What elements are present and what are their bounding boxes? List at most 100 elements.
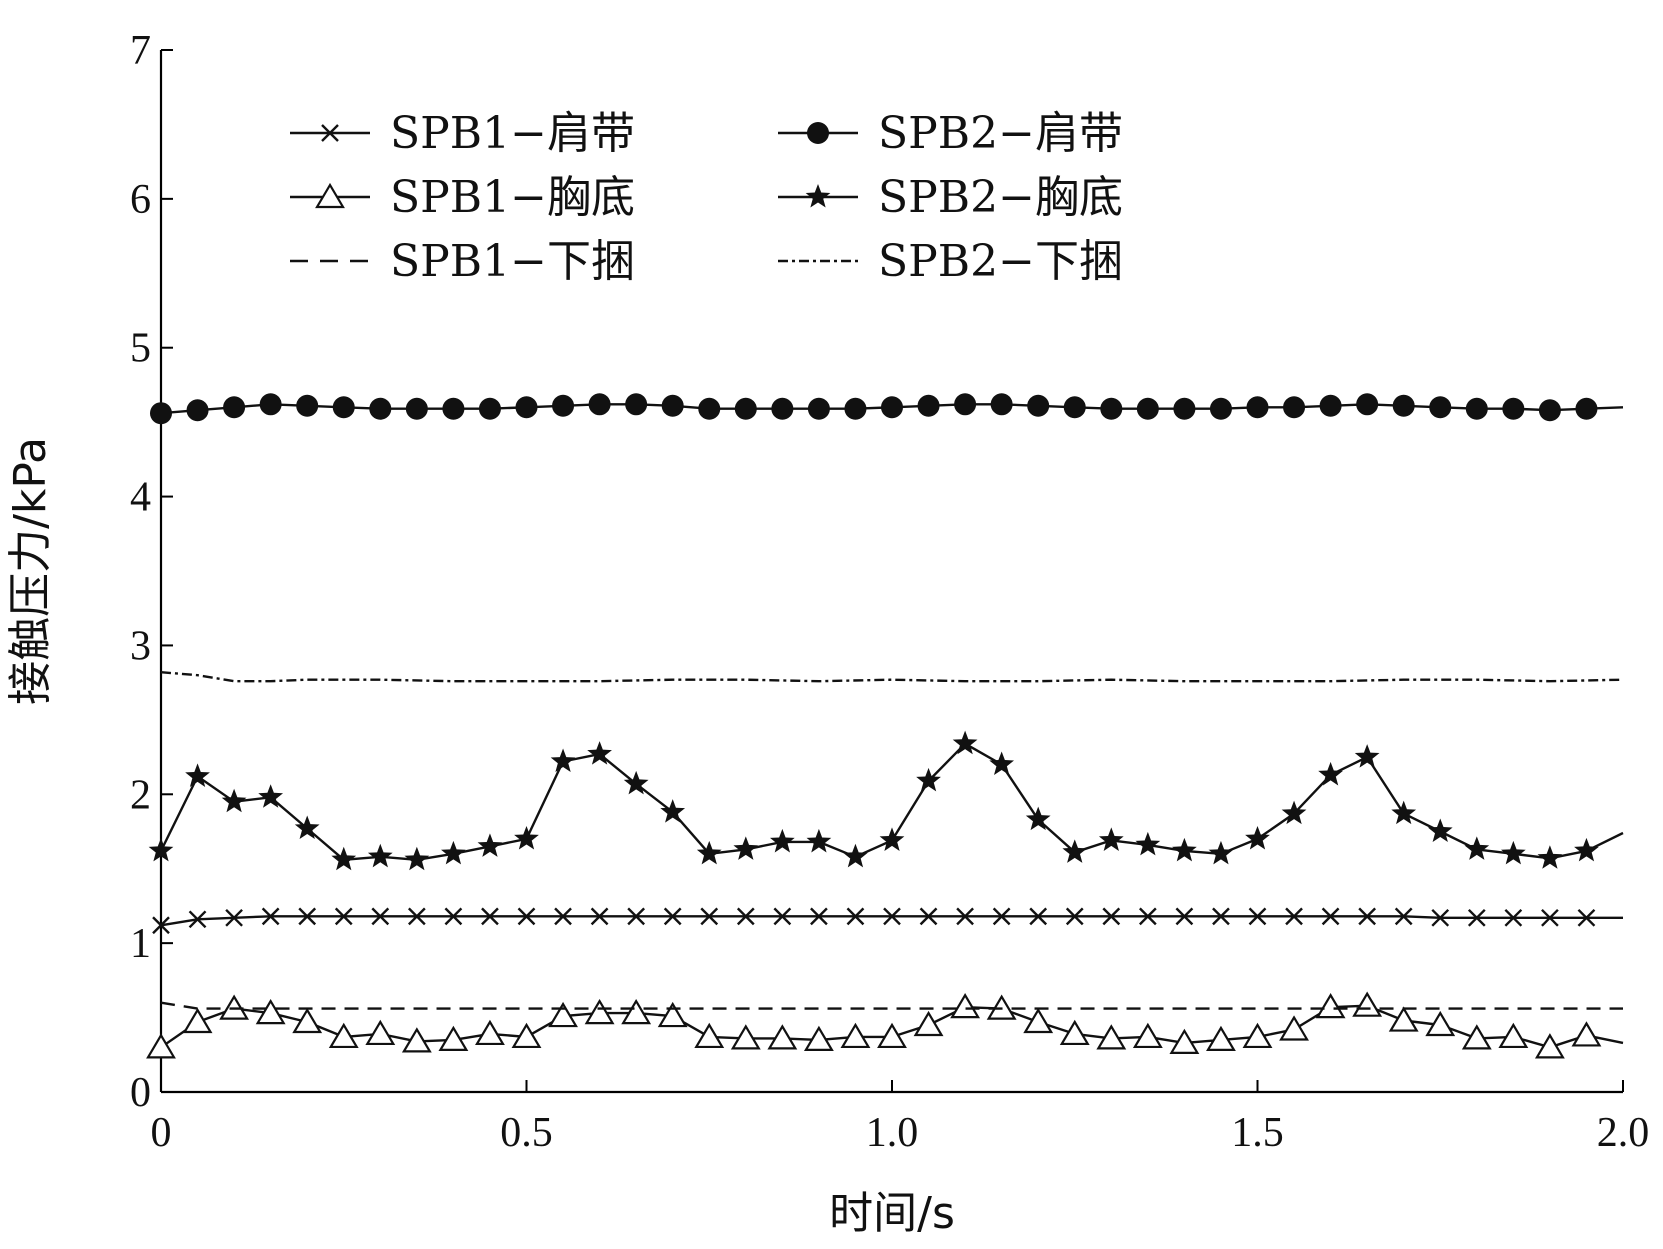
- data-point: [771, 397, 794, 420]
- data-point: [1132, 1022, 1163, 1049]
- data-point: [188, 910, 207, 929]
- data-point: [1534, 1033, 1565, 1059]
- data-point: [1575, 397, 1598, 420]
- data-point: [1062, 839, 1088, 863]
- data-point: [810, 907, 828, 926]
- data-point: [1025, 806, 1051, 831]
- data-point: [517, 907, 536, 926]
- data-point: [590, 907, 609, 926]
- data-point: [1500, 840, 1526, 865]
- data-point: [441, 840, 466, 865]
- data-point: [1427, 818, 1453, 843]
- data-point: [294, 815, 320, 840]
- series-3: [146, 991, 1624, 1059]
- data-point: [548, 1001, 578, 1028]
- data-point: [1541, 908, 1559, 927]
- data-point: [1098, 827, 1124, 851]
- ticks: 0 0.5 1.0 1.5 2.0 0 1 2 3 4 5 6 7: [130, 28, 1649, 1156]
- data-point: [1537, 845, 1563, 869]
- data-point: [877, 1022, 907, 1049]
- data-point: [1465, 397, 1488, 420]
- data-point: [1283, 396, 1306, 419]
- x-tick-label: 0.5: [500, 1110, 553, 1156]
- data-point: [1358, 907, 1376, 926]
- legend-label: SPB1−胸底: [390, 172, 635, 223]
- data-point: [1425, 1010, 1456, 1037]
- data-point: [404, 846, 430, 871]
- data-point: [843, 843, 868, 868]
- data-point: [182, 1007, 213, 1034]
- y-axis-title: 接触压力/kPa: [5, 437, 56, 705]
- data-point: [148, 837, 174, 862]
- legend-marker: [315, 182, 345, 209]
- data-point: [258, 784, 284, 808]
- data-point: [989, 751, 1015, 776]
- data-point: [1245, 825, 1270, 850]
- series-6: [160, 671, 1624, 683]
- x-tick-label: 2.0: [1597, 1110, 1650, 1156]
- data-point: [956, 907, 974, 926]
- data-point: [588, 393, 611, 416]
- x-tick-label: 1.5: [1231, 1110, 1284, 1156]
- data-point: [879, 827, 905, 851]
- legend-marker: [321, 124, 339, 142]
- data-point: [769, 828, 795, 853]
- data-point: [1467, 908, 1486, 927]
- data-point: [1063, 396, 1086, 419]
- legend-label: SPB1−肩带: [390, 108, 635, 159]
- x-axis-title: 时间/s: [829, 1188, 955, 1239]
- data-point: [736, 907, 755, 926]
- data-point: [1102, 907, 1121, 926]
- data-point: [1538, 399, 1561, 422]
- data-point: [698, 397, 721, 420]
- y-tick-label: 2: [130, 772, 151, 818]
- data-point: [660, 799, 686, 823]
- data-point: [186, 399, 209, 422]
- data-point: [408, 907, 426, 926]
- y-tick-label: 5: [130, 326, 151, 372]
- data-point: [552, 394, 575, 417]
- data-point: [292, 1007, 323, 1034]
- data-point: [1172, 837, 1197, 862]
- data-point: [255, 998, 286, 1025]
- data-point: [367, 843, 393, 868]
- data-point: [438, 1025, 469, 1052]
- data-point: [1315, 992, 1346, 1019]
- legend-label: SPB2−肩带: [878, 108, 1123, 159]
- data-point: [261, 907, 280, 926]
- y-tick-label: 7: [130, 28, 151, 74]
- data-point: [1354, 744, 1380, 768]
- data-point: [694, 1022, 725, 1049]
- data-point: [990, 393, 1013, 416]
- data-point: [296, 394, 319, 417]
- data-point: [405, 397, 428, 420]
- data-point: [1321, 907, 1340, 926]
- data-point: [621, 998, 652, 1025]
- data-point: [623, 770, 649, 795]
- data-point: [696, 840, 722, 865]
- data-point: [917, 394, 940, 417]
- data-point: [371, 907, 390, 926]
- data-point: [1029, 907, 1048, 926]
- data-point: [1464, 836, 1490, 860]
- data-point: [657, 1001, 688, 1028]
- data-point: [1100, 397, 1123, 420]
- data-point: [992, 907, 1011, 926]
- data-point: [919, 907, 938, 926]
- data-point: [730, 1024, 761, 1050]
- data-point: [1246, 396, 1269, 419]
- data-point: [328, 1022, 359, 1049]
- data-point: [627, 907, 645, 926]
- data-point: [1318, 761, 1343, 786]
- data-point: [913, 1010, 944, 1037]
- data-point: [1242, 1022, 1273, 1049]
- data-point: [332, 396, 355, 419]
- data-point: [846, 907, 865, 926]
- data-point: [1352, 991, 1383, 1017]
- data-point: [1208, 840, 1234, 865]
- data-point: [883, 907, 901, 926]
- data-point: [1027, 394, 1050, 417]
- data-point: [1281, 800, 1307, 825]
- data-point: [807, 397, 830, 420]
- y-tick-label: 4: [130, 475, 151, 521]
